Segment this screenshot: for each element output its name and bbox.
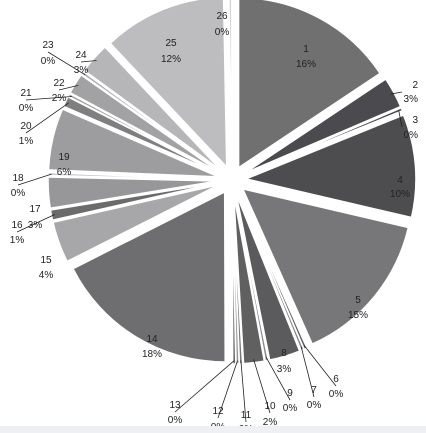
slice-percent-1: 16% xyxy=(296,59,316,70)
leader-line-22 xyxy=(58,85,79,91)
pie-slice-4 xyxy=(243,114,417,219)
slice-percent-6: 0% xyxy=(329,389,344,400)
leader-line-9 xyxy=(265,357,291,401)
slice-percent-20: 1% xyxy=(19,136,34,147)
slice-percent-21: 0% xyxy=(19,103,34,114)
slice-percent-25: 12% xyxy=(161,54,181,65)
pie-slice-7 xyxy=(236,192,305,352)
slice-label-13: 13 xyxy=(169,400,181,411)
pie-slice-1 xyxy=(237,0,382,170)
slice-label-14: 14 xyxy=(146,334,158,345)
leader-line-13 xyxy=(174,360,235,413)
slice-label-8: 8 xyxy=(281,348,287,359)
slice-label-21: 21 xyxy=(20,88,32,99)
pie-slice-22 xyxy=(69,73,221,174)
slice-percent-13: 0% xyxy=(168,415,183,426)
pie-slice-26 xyxy=(228,0,233,167)
slice-percent-17: 3% xyxy=(28,220,43,231)
slice-label-19: 19 xyxy=(58,152,70,163)
bottom-bar xyxy=(0,426,426,433)
leader-line-6 xyxy=(303,345,337,387)
slice-percent-9: 0% xyxy=(283,403,298,414)
slice-label-15: 15 xyxy=(40,255,52,266)
slice-label-10: 10 xyxy=(264,401,276,412)
slice-percent-3: 0% xyxy=(404,130,419,141)
pie-slice-21 xyxy=(67,92,220,175)
slice-label-5: 5 xyxy=(355,295,361,306)
pie-slices xyxy=(47,0,417,365)
pie-slice-17 xyxy=(47,176,219,210)
pie-slice-14 xyxy=(71,190,226,363)
leader-line-2 xyxy=(390,91,403,95)
leader-line-11 xyxy=(240,360,247,423)
slice-label-24: 24 xyxy=(75,50,87,61)
leader-line-3 xyxy=(398,110,403,128)
slice-percent-23: 0% xyxy=(41,56,56,67)
leader-line-18 xyxy=(17,173,52,186)
pie-slice-10 xyxy=(232,193,266,365)
pie-slice-25 xyxy=(109,0,228,169)
slice-percent-19: 6% xyxy=(57,167,72,178)
pie-slice-24 xyxy=(83,45,223,172)
pie-slice-13 xyxy=(231,193,237,365)
leader-line-12 xyxy=(217,360,238,419)
leader-line-23 xyxy=(47,51,86,76)
slice-label-18: 18 xyxy=(12,173,24,184)
pie-slice-16 xyxy=(49,181,219,222)
slice-label-16: 16 xyxy=(11,220,23,231)
pie-slice-3 xyxy=(244,106,404,176)
leader-line-7 xyxy=(300,346,315,398)
slice-label-26: 26 xyxy=(216,11,228,22)
pie-slice-9 xyxy=(233,193,270,362)
slice-percent-24: 3% xyxy=(74,65,89,76)
slice-label-3: 3 xyxy=(412,115,418,126)
pie-slice-5 xyxy=(241,187,410,346)
slice-percent-18: 0% xyxy=(11,188,26,199)
leader-line-10 xyxy=(253,359,271,414)
leader-line-16 xyxy=(16,214,55,233)
slice-percent-7: 0% xyxy=(307,400,322,411)
slice-label-11: 11 xyxy=(241,410,252,421)
slice-label-6: 6 xyxy=(333,374,339,385)
slice-percent-4: 10% xyxy=(390,189,410,200)
slice-percent-8: 3% xyxy=(277,364,292,375)
pie-slice-19 xyxy=(47,108,219,178)
slice-label-4: 4 xyxy=(397,175,403,186)
pie-slice-8 xyxy=(235,193,301,361)
label-leader-lines xyxy=(16,51,403,423)
slice-label-23: 23 xyxy=(42,40,54,51)
slice-label-20: 20 xyxy=(20,121,32,132)
leader-line-24 xyxy=(80,60,97,63)
slice-percent-5: 15% xyxy=(348,310,368,321)
slice-label-12: 12 xyxy=(212,406,224,417)
pie-slice-2 xyxy=(243,77,402,175)
slice-label-2: 2 xyxy=(412,80,418,91)
leader-line-21 xyxy=(25,96,72,101)
slice-label-7: 7 xyxy=(311,385,317,396)
slice-label-25: 25 xyxy=(165,38,177,49)
slice-percent-15: 4% xyxy=(39,270,54,281)
slice-label-9: 9 xyxy=(287,388,293,399)
pie-slice-15 xyxy=(52,184,220,263)
slice-percent-14: 18% xyxy=(142,349,162,360)
data-labels: 1 16% 2 3% 3 0% 4 10% 5 15% 6 0% 7 0% 8 3% 9 0% 10 2% 11 0% 12… xyxy=(10,11,419,433)
slice-label-17: 17 xyxy=(29,204,41,215)
slice-percent-2: 3% xyxy=(404,94,419,105)
slice-label-22: 22 xyxy=(53,78,65,89)
slice-label-1: 1 xyxy=(303,44,309,55)
slice-percent-22: 2% xyxy=(52,93,67,104)
leader-line-20 xyxy=(25,102,69,134)
slice-percent-16: 1% xyxy=(10,235,25,246)
slice-percent-26: 0% xyxy=(215,27,230,38)
slice-percent-10: 2% xyxy=(263,417,278,428)
